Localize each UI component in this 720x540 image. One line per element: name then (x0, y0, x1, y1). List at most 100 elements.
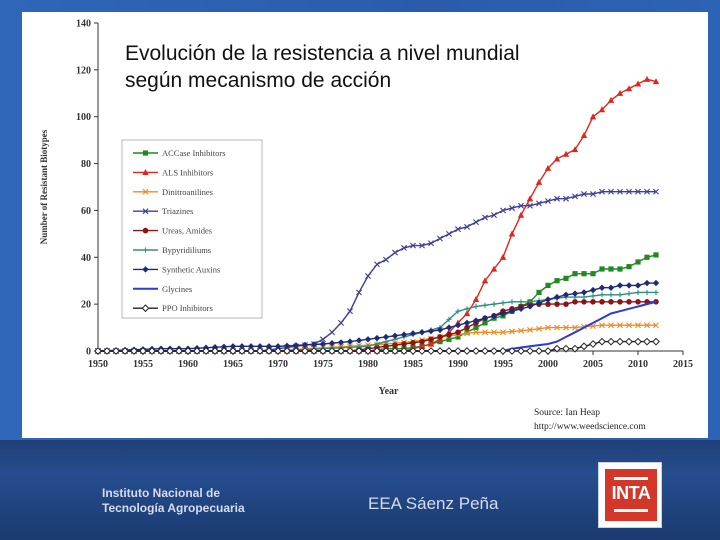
data-point-ppo-inhibitors (427, 347, 435, 355)
data-point-ppo-inhibitors (481, 347, 489, 355)
data-point-ppo-inhibitors (652, 337, 660, 346)
data-point-accase-inhibitors (482, 320, 488, 326)
data-point-ppo-inhibitors (364, 347, 372, 355)
data-point-ppo-inhibitors (544, 347, 552, 355)
data-point-bypyridiliums (635, 289, 641, 296)
data-point-synthetic-auxins (274, 343, 282, 350)
x-tick-label: 2015 (673, 359, 693, 370)
data-point-synthetic-auxins (256, 343, 264, 350)
legend-label-accase-inhibitors: ACCase Inhibitors (162, 148, 226, 158)
data-point-ppo-inhibitors (130, 347, 138, 355)
data-point-synthetic-auxins (445, 324, 453, 331)
data-point-accase-inhibitors (626, 264, 632, 270)
data-point-bypyridiliums (455, 308, 461, 314)
data-point-synthetic-auxins (634, 282, 642, 289)
data-point-triazines (635, 188, 641, 195)
data-point-synthetic-auxins (472, 317, 480, 324)
legend-label-dinitroanilines: Dinitroanilines (162, 187, 213, 197)
legend-label-synthetic-auxins: Synthetic Auxins (162, 264, 220, 274)
data-point-ureas-amides (437, 334, 443, 340)
source-line-1: Source: Ian Heap (534, 408, 600, 418)
data-point-als-inhibitors (571, 146, 579, 153)
data-point-ppo-inhibitors (616, 337, 624, 346)
data-point-ureas-amides (419, 338, 425, 345)
data-point-als-inhibitors (508, 230, 516, 237)
data-point-ppo-inhibitors (220, 347, 228, 355)
data-point-synthetic-auxins (562, 291, 570, 298)
data-point-dinitroanilines (491, 329, 497, 336)
data-point-triazines (500, 207, 506, 214)
x-tick-label: 1950 (88, 359, 108, 370)
data-point-dinitroanilines (518, 327, 524, 334)
data-point-synthetic-auxins (301, 341, 309, 349)
data-point-als-inhibitors (598, 106, 606, 113)
data-point-ppo-inhibitors (175, 347, 183, 355)
data-point-dinitroanilines (482, 329, 488, 336)
data-point-ppo-inhibitors (193, 347, 201, 355)
data-point-ppo-inhibitors (337, 347, 345, 355)
data-point-ppo-inhibitors (319, 347, 327, 355)
data-point-ppo-inhibitors (328, 347, 336, 355)
data-point-triazines (626, 188, 632, 195)
data-point-dinitroanilines (644, 322, 650, 329)
data-point-ppo-inhibitors (553, 344, 561, 353)
data-point-triazines (554, 195, 560, 202)
data-point-synthetic-auxins (265, 343, 273, 350)
data-point-triazines (329, 329, 335, 336)
data-point-ureas-amides (554, 301, 560, 307)
data-point-triazines (437, 235, 443, 242)
data-point-ppo-inhibitors (400, 347, 408, 355)
data-point-triazines (464, 223, 470, 230)
data-point-als-inhibitors (607, 96, 615, 103)
data-point-synthetic-auxins (229, 343, 237, 350)
y-tick-label: 120 (76, 65, 91, 76)
data-point-ppo-inhibitors (517, 347, 525, 355)
data-point-triazines (383, 256, 389, 263)
data-point-accase-inhibitors (473, 324, 479, 331)
data-point-dinitroanilines (572, 324, 578, 331)
data-point-accase-inhibitors (563, 275, 569, 281)
source-line-2: http://www.weedscience.com (534, 422, 646, 432)
data-point-synthetic-auxins (319, 340, 327, 348)
x-tick-label: 1980 (358, 359, 378, 370)
data-point-accase-inhibitors (545, 282, 551, 288)
data-point-als-inhibitors (589, 113, 597, 120)
data-point-triazines (545, 198, 551, 205)
data-point-accase-inhibitors (581, 271, 587, 277)
data-point-accase-inhibitors (635, 259, 641, 265)
data-point-triazines (590, 191, 596, 198)
data-point-synthetic-auxins (652, 279, 660, 287)
x-tick-label: 1995 (493, 359, 513, 370)
y-axis-label: Number of Resistant Biotypes (39, 129, 49, 244)
data-point-ureas-amides (410, 340, 416, 346)
data-point-ppo-inhibitors (202, 347, 210, 355)
data-point-triazines (410, 242, 416, 249)
legend-marker-dinitroanilines (142, 188, 149, 195)
data-point-ppo-inhibitors (571, 344, 579, 353)
legend-marker-triazines (142, 208, 149, 215)
data-point-ppo-inhibitors (238, 347, 246, 355)
y-tick-label: 60 (81, 206, 91, 217)
data-point-ppo-inhibitors (589, 340, 597, 348)
data-point-bypyridiliums (608, 292, 614, 298)
chart-panel (22, 12, 708, 438)
data-point-synthetic-auxins (463, 319, 471, 327)
data-point-ppo-inhibitors (94, 347, 102, 355)
data-point-triazines (356, 289, 362, 296)
data-point-als-inhibitors (472, 296, 480, 303)
data-point-synthetic-auxins (373, 334, 381, 342)
data-point-ppo-inhibitors (229, 347, 237, 355)
data-point-ppo-inhibitors (634, 337, 642, 346)
data-point-bypyridiliums (653, 289, 659, 296)
data-point-triazines (320, 336, 326, 343)
data-point-triazines (374, 261, 380, 268)
data-point-ureas-amides (599, 299, 605, 305)
data-point-synthetic-auxins (247, 343, 255, 350)
x-tick-label: 2005 (583, 359, 603, 370)
data-point-ppo-inhibitors (211, 347, 219, 355)
data-point-dinitroanilines (500, 329, 506, 336)
data-point-ppo-inhibitors (112, 347, 120, 355)
legend-label-ureas-amides: Ureas, Amides (162, 226, 212, 236)
